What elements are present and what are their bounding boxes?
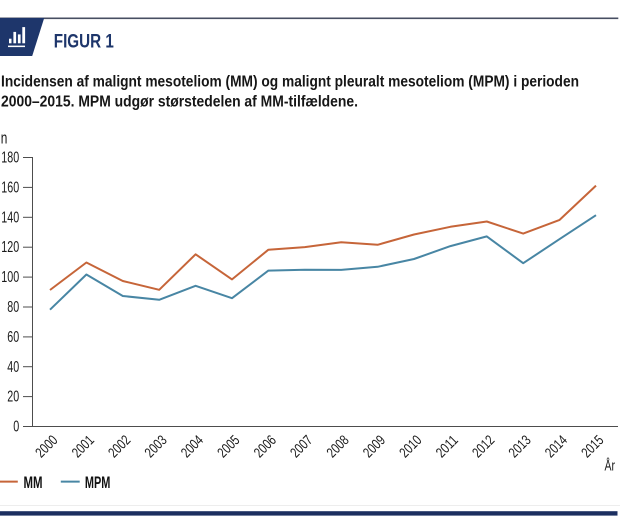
svg-text:MM: MM [24, 473, 43, 492]
svg-text:FIGUR 1: FIGUR 1 [54, 31, 114, 53]
svg-text:2006: 2006 [251, 432, 280, 461]
svg-text:60: 60 [7, 329, 19, 346]
svg-text:2005: 2005 [215, 432, 244, 461]
svg-text:40: 40 [7, 359, 19, 376]
svg-text:2009: 2009 [360, 432, 389, 461]
svg-text:2004: 2004 [178, 432, 207, 461]
svg-text:2011: 2011 [433, 432, 462, 461]
svg-text:2012: 2012 [469, 432, 498, 461]
svg-text:2008: 2008 [324, 432, 353, 461]
svg-text:MPM: MPM [85, 473, 111, 492]
svg-text:Incidensen af malignt mesoteli: Incidensen af malignt mesoteliom (MM) og… [1, 74, 579, 91]
svg-text:2007: 2007 [287, 432, 316, 461]
svg-text:80: 80 [7, 299, 19, 316]
svg-text:20: 20 [7, 389, 19, 406]
svg-text:180: 180 [1, 150, 19, 167]
svg-text:2003: 2003 [142, 432, 171, 461]
svg-text:2001: 2001 [69, 432, 98, 461]
svg-text:0: 0 [13, 419, 19, 436]
svg-text:2015: 2015 [579, 432, 608, 461]
svg-text:120: 120 [1, 239, 19, 256]
svg-text:2000: 2000 [33, 432, 62, 461]
svg-text:År: År [605, 458, 616, 475]
svg-text:2013: 2013 [506, 432, 535, 461]
svg-text:160: 160 [1, 179, 19, 196]
svg-text:2000–2015. MPM udgør størstede: 2000–2015. MPM udgør størstedelen af MM-… [1, 94, 358, 111]
svg-text:100: 100 [1, 269, 19, 286]
svg-text:n: n [1, 128, 8, 147]
svg-text:2010: 2010 [397, 432, 426, 461]
svg-text:140: 140 [1, 209, 19, 226]
svg-text:2002: 2002 [105, 432, 134, 461]
svg-text:2014: 2014 [542, 432, 571, 461]
